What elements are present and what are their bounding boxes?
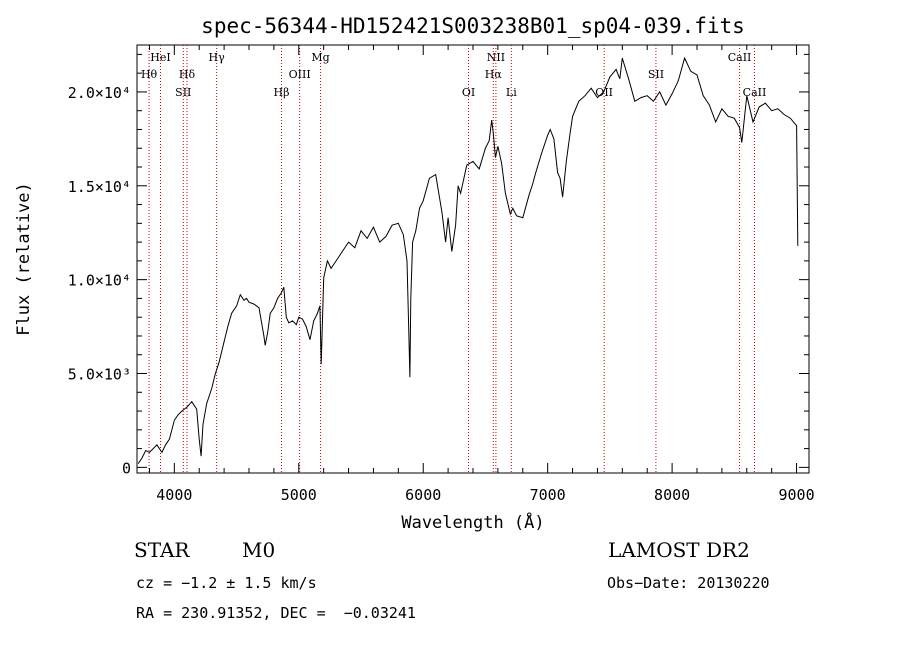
spectrum-line [137, 56, 799, 464]
survey-name: LAMOST DR2 [608, 538, 750, 562]
y-tick-label-2: 1.0×10⁴ [68, 272, 131, 290]
x-tick-label-1: 5000 [281, 486, 317, 504]
line-label-4: Hγ [209, 51, 226, 64]
line-label-10: NII [487, 51, 505, 64]
x-tick-label-3: 7000 [530, 486, 566, 504]
object-class: STAR [134, 538, 190, 562]
chart-title: spec-56344-HD152421S003238B01_sp04-039.f… [201, 14, 745, 38]
line-label-11: Li [506, 86, 517, 99]
line-label-2: SII [175, 86, 191, 99]
line-label-6: OIII [289, 68, 311, 81]
line-label-3: Hδ [179, 68, 196, 81]
y-tick-label-4: 2.0×10⁴ [68, 84, 131, 102]
line-label-7: Mg [311, 51, 329, 64]
x-tick-label-0: 4000 [156, 486, 192, 504]
line-label-14: CaII [728, 51, 752, 64]
line-label-5: Hβ [274, 86, 290, 99]
coordinates-readout: RA = 230.91352, DEC = −0.03241 [136, 604, 416, 622]
y-axis-label: Flux (relative) [14, 182, 34, 336]
line-label-15: CaII [743, 86, 767, 99]
line-label-13: SII [648, 68, 664, 81]
redshift-readout: cz = −1.2 ± 1.5 km/s [136, 574, 317, 592]
y-tick-label-3: 1.5×10⁴ [68, 178, 131, 196]
x-tick-label-4: 8000 [654, 486, 690, 504]
x-tick-label-2: 6000 [405, 486, 441, 504]
line-label-9: Hα [485, 68, 503, 81]
observation-date: Obs−Date: 20130220 [607, 574, 770, 592]
y-tick-label-1: 5.0×10³ [68, 366, 131, 384]
object-subclass: M0 [242, 538, 276, 562]
line-label-1: HeI [150, 51, 170, 64]
line-label-0: Hθ [141, 68, 158, 81]
line-label-8: OI [462, 86, 475, 99]
y-tick-label-0: 0 [122, 459, 131, 477]
x-tick-label-5: 9000 [778, 486, 814, 504]
x-axis-label: Wavelength (Å) [401, 511, 544, 533]
plot-frame [136, 44, 810, 474]
